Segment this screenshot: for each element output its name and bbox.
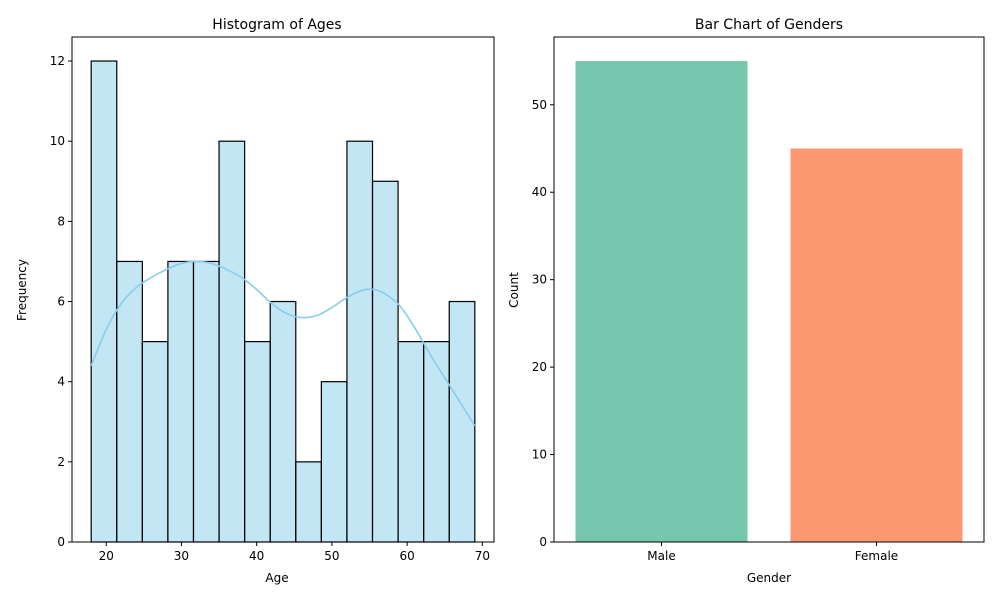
histogram-x-tick-label: 70 (475, 549, 490, 563)
gender-y-tick-label: 40 (532, 185, 547, 199)
histogram-bar (244, 341, 271, 543)
gender-y-ticks: 0 10 20 30 40 50 (532, 98, 554, 549)
gender-x-axis-label: Gender (747, 571, 791, 585)
histogram-bar (116, 260, 143, 543)
histogram-chart: Histogram of Ages 0 2 4 6 8 10 12 20 30 40 50 60 70… (15, 17, 495, 585)
histogram-bar (167, 260, 195, 543)
gender-bars (575, 61, 963, 543)
histogram-bar (141, 341, 169, 543)
gender-y-axis-label: Count (507, 272, 521, 308)
gender-bar-female (790, 148, 963, 542)
histogram-y-axis-label: Frequency (15, 259, 29, 321)
histogram-x-tick-label: 50 (324, 549, 339, 563)
histogram-bar (218, 140, 246, 543)
histogram-x-tick-label: 30 (174, 549, 189, 563)
gender-x-ticks: Male Female (647, 542, 898, 563)
gender-x-tick-label: Male (647, 549, 675, 563)
histogram-y-tick-label: 12 (50, 54, 65, 68)
histogram-y-tick-label: 8 (57, 214, 65, 228)
histogram-plot-frame (71, 36, 495, 543)
histogram-y-tick-label: 2 (57, 455, 65, 469)
histogram-x-tick-label: 60 (399, 549, 414, 563)
histogram-y-tick-label: 6 (57, 295, 65, 309)
histogram-kde-line (90, 260, 476, 427)
histogram-x-ticks: 20 30 40 50 60 70 (99, 542, 490, 563)
histogram-y-tick-label: 0 (57, 535, 65, 549)
histogram-x-axis-label: Age (265, 571, 288, 585)
histogram-y-ticks: 0 2 4 6 8 10 12 (50, 54, 72, 549)
histogram-bar (423, 341, 450, 543)
gender-x-tick-label: Female (855, 549, 898, 563)
gender-y-tick-label: 30 (532, 273, 547, 287)
histogram-bar (371, 180, 399, 543)
histogram-x-tick-label: 40 (249, 549, 264, 563)
gender-y-tick-label: 50 (532, 98, 547, 112)
gender-y-tick-label: 20 (532, 360, 547, 374)
gender-bar-male (575, 61, 748, 543)
histogram-bar (295, 461, 322, 543)
gender-bar-title: Bar Chart of Genders (695, 17, 843, 33)
histogram-bar (320, 381, 348, 543)
histogram-bar (397, 341, 425, 543)
gender-plot-frame (553, 36, 985, 543)
histogram-bar (269, 300, 297, 543)
histogram-title: Histogram of Ages (212, 17, 341, 33)
histogram-bars (90, 60, 476, 543)
histogram-bar (192, 260, 220, 543)
gender-y-tick-label: 0 (539, 535, 547, 549)
histogram-x-tick-label: 20 (99, 549, 114, 563)
histogram-bar (448, 300, 476, 543)
histogram-y-tick-label: 4 (57, 375, 65, 389)
gender-y-tick-label: 10 (532, 448, 547, 462)
histogram-bar (346, 140, 374, 543)
gender-bar-chart: Bar Chart of Genders 0 10 20 30 40 50 Male Fem… (507, 17, 985, 585)
histogram-bar (90, 60, 118, 543)
histogram-y-tick-label: 10 (50, 134, 65, 148)
